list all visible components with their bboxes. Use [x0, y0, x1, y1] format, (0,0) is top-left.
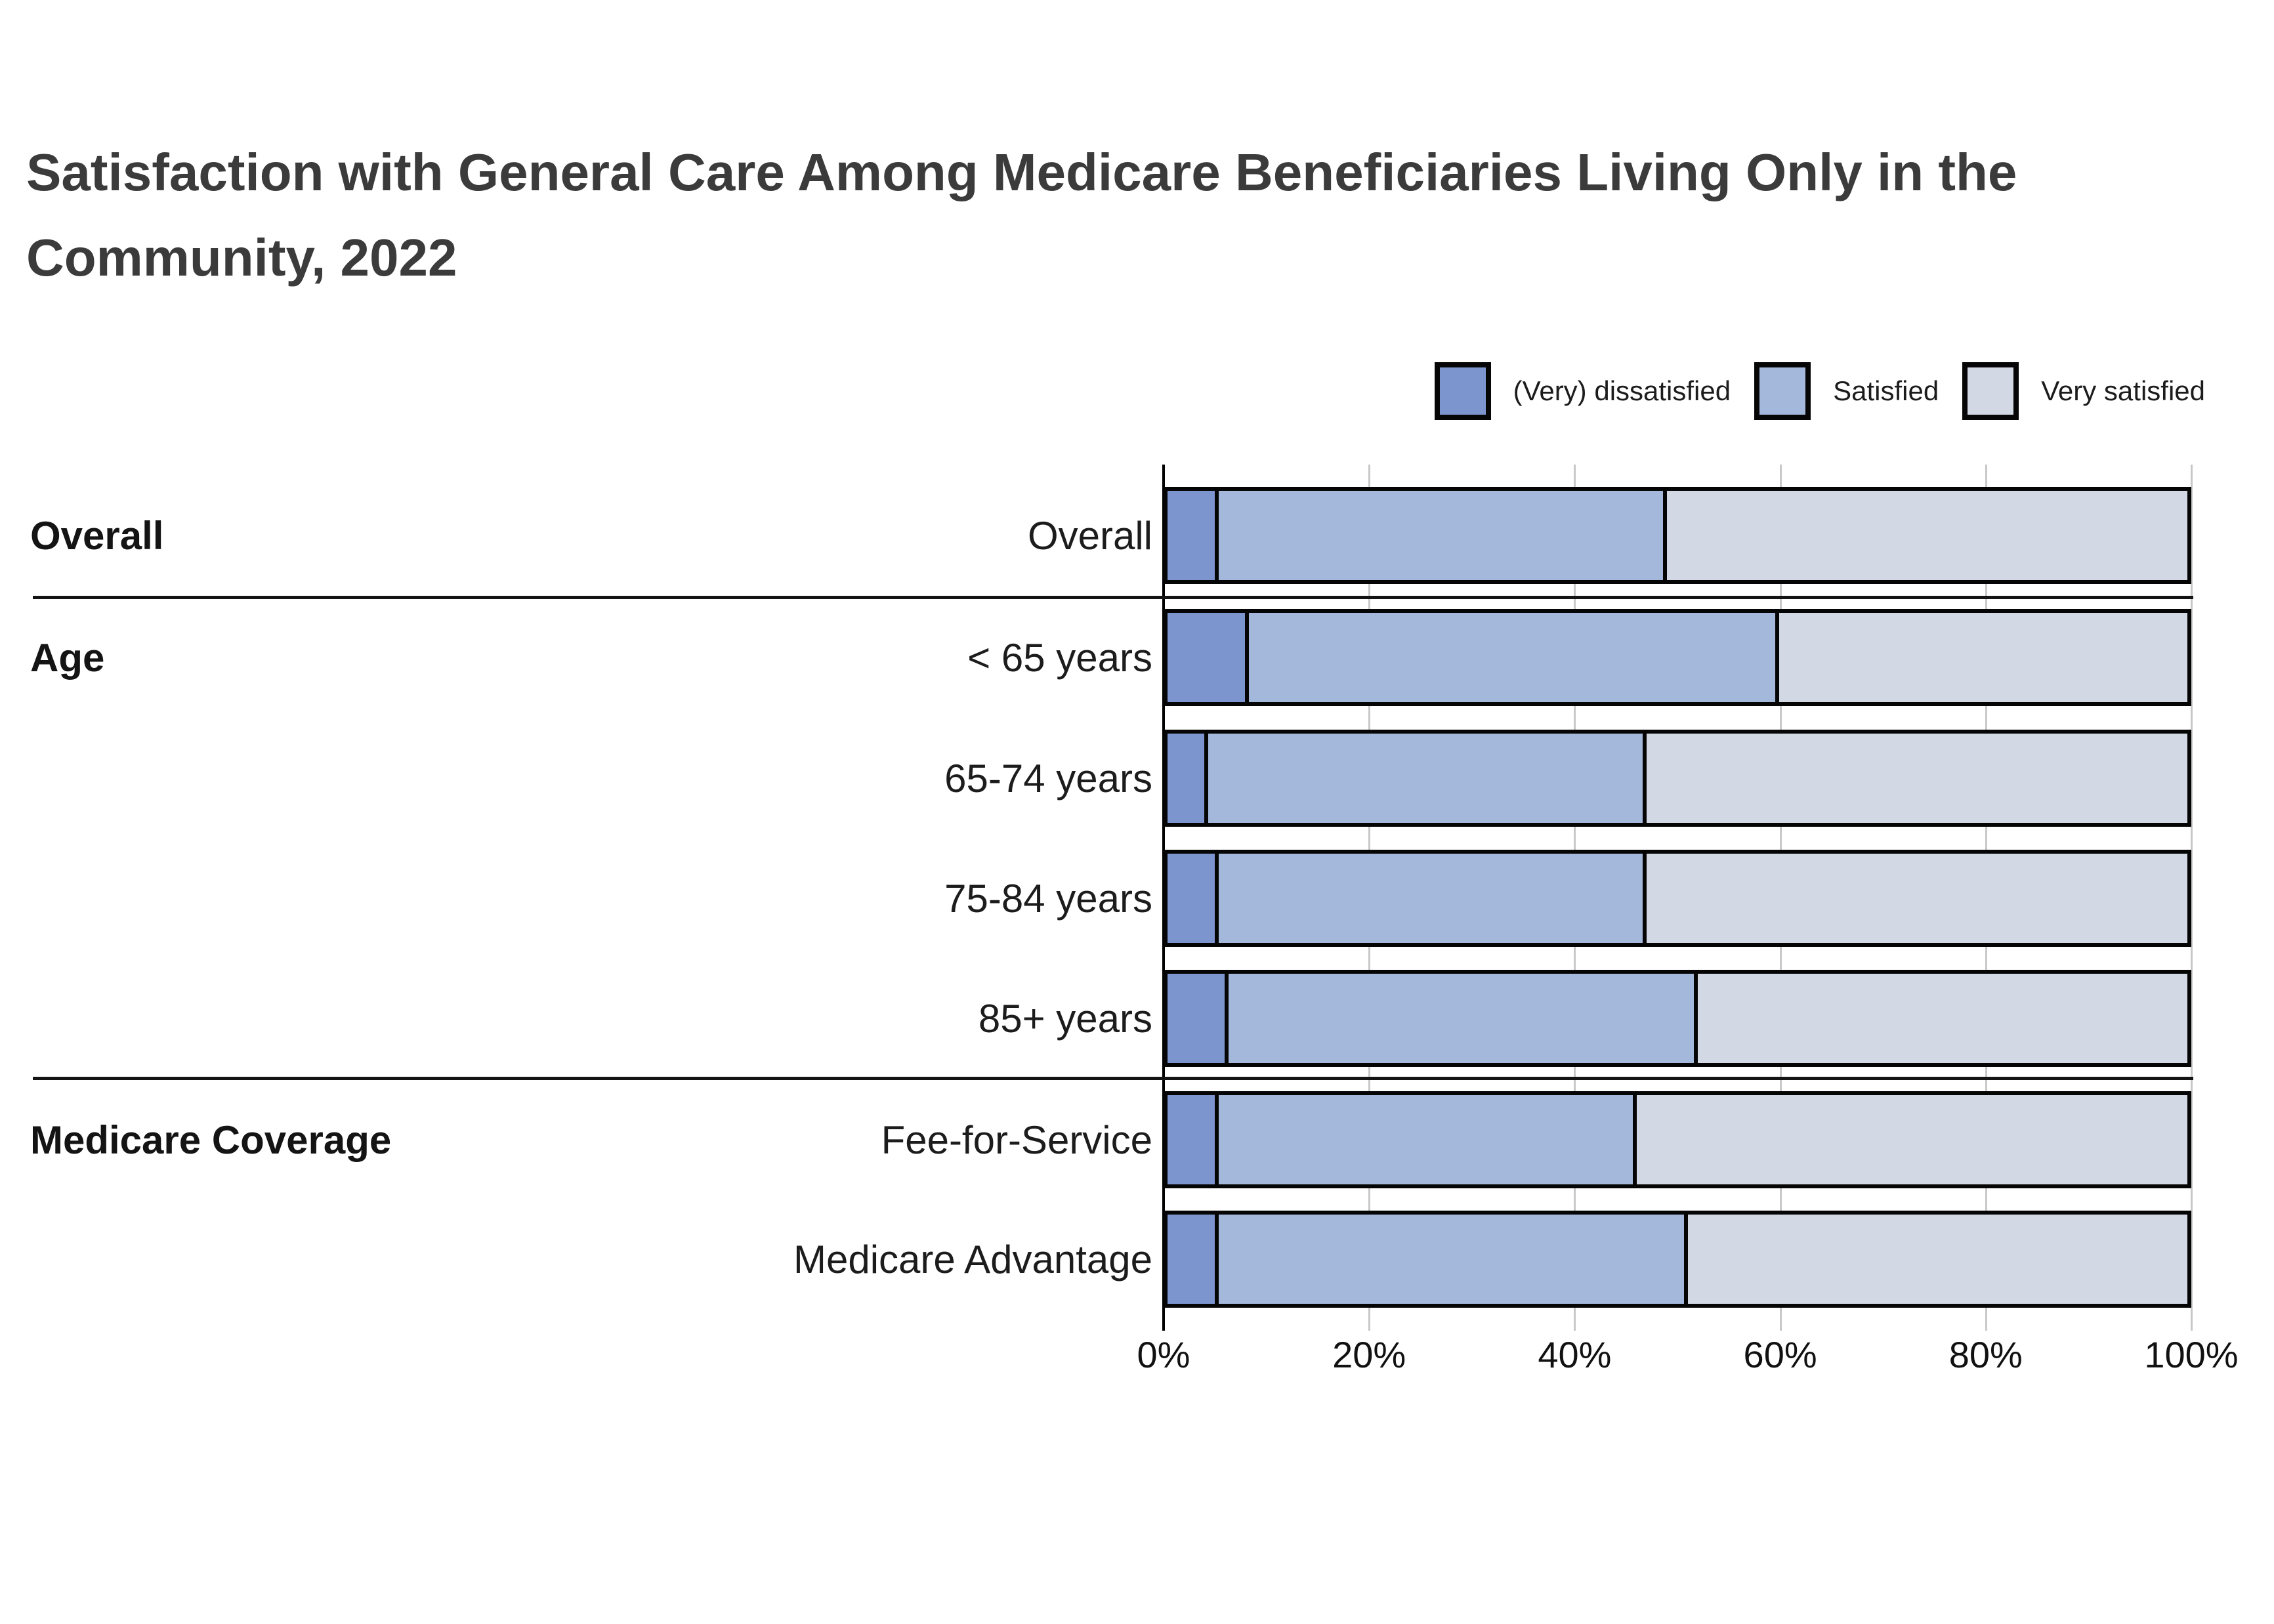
stacked-bar	[1164, 1211, 2191, 1308]
bar-segment-very-dissatisfied	[1168, 974, 1229, 1063]
bar-segment-very-satisfied	[1667, 491, 2187, 580]
x-tick-label: 40%	[1538, 1334, 1612, 1375]
legend-item: Very satisfied	[1962, 362, 2205, 420]
row-label: Medicare Advantage	[793, 1237, 1152, 1281]
bar-segment-very-dissatisfied	[1168, 1215, 1219, 1304]
group-label: Age	[30, 635, 105, 680]
bar-segment-very-satisfied	[1647, 734, 2187, 823]
legend-swatch-icon	[1962, 362, 2019, 420]
x-tick-label: 20%	[1332, 1334, 1406, 1375]
x-tick-label: 60%	[1743, 1334, 1817, 1375]
bar-segment-very-satisfied	[1698, 974, 2187, 1063]
group-label: Overall	[30, 513, 164, 558]
stacked-bar	[1164, 1091, 2191, 1188]
legend-label: Satisfied	[1833, 375, 1939, 406]
x-tick-label: 80%	[1948, 1334, 2023, 1375]
group-separator-line	[33, 1077, 2193, 1080]
stacked-bar	[1164, 609, 2191, 706]
legend-item: (Very) dissatisfied	[1434, 362, 1731, 420]
legend: (Very) dissatisfied Satisfied Very satisfi…	[1434, 361, 2205, 421]
bar-segment-satisfied	[1218, 1215, 1688, 1304]
bar-segment-very-satisfied	[1779, 613, 2187, 702]
bar-segment-very-dissatisfied	[1168, 1095, 1219, 1184]
x-tick-label: 100%	[2144, 1334, 2239, 1375]
bar-segment-very-dissatisfied	[1168, 734, 1209, 823]
legend-label: (Very) dissatisfied	[1513, 375, 1731, 406]
bar-segment-very-dissatisfied	[1168, 854, 1219, 943]
row-label: 65-74 years	[944, 756, 1152, 801]
stacked-bar	[1164, 730, 2191, 827]
bar-segment-satisfied	[1218, 1095, 1637, 1184]
chart-title: Satisfaction with General Care Among Med…	[26, 130, 2017, 301]
bar-segment-very-satisfied	[1687, 1215, 2187, 1304]
chart-title-line2: Community, 2022	[26, 228, 457, 287]
bar-segment-satisfied	[1229, 974, 1698, 1063]
row-label: Overall	[1027, 513, 1152, 558]
legend-item: Satisfied	[1754, 362, 1939, 420]
bar-segment-very-satisfied	[1636, 1095, 2187, 1184]
legend-swatch-icon	[1434, 362, 1491, 420]
group-separator-line	[33, 596, 2193, 599]
bar-segment-satisfied	[1218, 854, 1647, 943]
stacked-bar	[1164, 970, 2191, 1067]
bar-segment-satisfied	[1208, 734, 1647, 823]
x-tick-label: 0%	[1137, 1334, 1190, 1375]
row-label: 75-84 years	[944, 876, 1152, 921]
group-label: Medicare Coverage	[30, 1117, 392, 1162]
row-label: 85+ years	[978, 996, 1152, 1041]
stacked-bar	[1164, 487, 2191, 584]
row-label: Fee-for-Service	[881, 1117, 1152, 1162]
gridline	[2191, 465, 2193, 1331]
row-label: < 65 years	[967, 635, 1152, 680]
legend-swatch-icon	[1754, 362, 1811, 420]
bar-segment-very-satisfied	[1647, 854, 2187, 943]
chart-title-line1: Satisfaction with General Care Among Med…	[26, 143, 2017, 201]
stacked-bar	[1164, 850, 2191, 947]
bar-segment-very-dissatisfied	[1168, 613, 1250, 702]
legend-label: Very satisfied	[2041, 375, 2205, 406]
bar-segment-very-dissatisfied	[1168, 491, 1219, 580]
bar-segment-satisfied	[1218, 491, 1668, 580]
bar-segment-satisfied	[1249, 613, 1780, 702]
